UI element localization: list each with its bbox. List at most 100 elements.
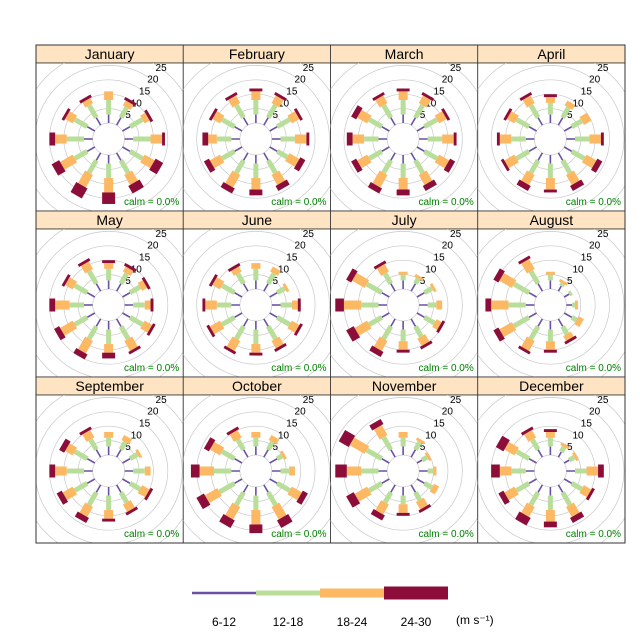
radial-tick-label: 5 <box>567 276 573 287</box>
spoke-240-bin-24-30 <box>493 327 505 342</box>
radial-tick-label: 15 <box>286 87 298 98</box>
spoke-300-bin-24-30 <box>503 108 513 121</box>
spoke-330-bin-12-18 <box>88 438 99 451</box>
spoke-150-bin-12-18 <box>118 491 129 504</box>
spoke-330-bin-18-24 <box>522 95 535 108</box>
spoke-150-bin-24-30 <box>275 179 290 192</box>
spoke-150-bin-6-12 <box>115 318 122 327</box>
spoke-300-bin-24-30 <box>493 268 505 283</box>
spoke-150-bin-6-12 <box>557 318 564 327</box>
radial-tick-label: 5 <box>567 442 573 453</box>
spoke-210-bin-6-12 <box>390 318 396 327</box>
spoke-240-bin-18-24 <box>60 154 78 170</box>
radial-tick-label: 20 <box>589 407 601 418</box>
spoke-120-bin-12-18 <box>128 481 142 492</box>
radial-tick-label: 20 <box>295 241 307 252</box>
radial-tick-label: 25 <box>597 395 609 406</box>
spoke-210-bin-18-24 <box>373 336 388 352</box>
spoke-30-bin-18-24 <box>122 266 134 276</box>
legend-label-24-30: 24-30 <box>401 615 432 629</box>
calm-label: calm = 0.0% <box>566 363 621 374</box>
spoke-60-bin-24-30 <box>141 276 151 290</box>
spoke-300-bin-18-24 <box>212 111 225 124</box>
spoke-330-bin-6-12 <box>537 449 544 458</box>
spoke-210-bin-24-30 <box>73 348 88 360</box>
spoke-30-bin-18-24 <box>414 273 424 281</box>
spoke-150-bin-12-18 <box>266 159 278 175</box>
grid-circle <box>330 231 478 377</box>
grid-circle <box>330 397 478 543</box>
spoke-60-bin-6-12 <box>563 293 570 298</box>
spoke-210-bin-24-30 <box>518 345 531 355</box>
radial-tick-label: 20 <box>147 407 159 418</box>
spoke-210-bin-6-12 <box>537 484 544 493</box>
spoke-150-bin-18-24 <box>271 502 287 520</box>
radial-tick-label: 10 <box>573 98 585 109</box>
spoke-240-bin-6-12 <box>381 146 390 153</box>
radial-tick-label: 10 <box>573 430 585 441</box>
spoke-300-bin-24-30 <box>346 268 358 283</box>
spoke-150-bin-12-18 <box>266 325 278 341</box>
spoke-60-bin-18-24 <box>279 450 287 460</box>
spoke-210-bin-6-12 <box>537 152 544 161</box>
spoke-60-bin-18-24 <box>424 451 432 462</box>
radial-tick-label: 25 <box>156 395 168 406</box>
spoke-150-bin-6-12 <box>115 152 122 161</box>
spoke-210-bin-18-24 <box>521 170 535 186</box>
radial-tick-label: 5 <box>420 276 426 287</box>
spoke-120-bin-18-24 <box>581 154 597 169</box>
spoke-60-bin-12-18 <box>275 453 284 461</box>
spoke-330-bin-18-24 <box>229 429 242 442</box>
spoke-150-bin-24-30 <box>274 343 287 353</box>
spoke-300-bin-12-18 <box>365 281 384 295</box>
radial-tick-label: 25 <box>156 63 168 74</box>
spoke-330-bin-18-24 <box>524 429 537 442</box>
radial-tick-label: 20 <box>589 241 601 252</box>
grid-circle <box>36 231 183 377</box>
spoke-30-bin-18-24 <box>271 95 284 108</box>
spoke-150-bin-24-30 <box>422 179 437 192</box>
spoke-330-bin-18-24 <box>375 95 388 108</box>
spoke-210-bin-12-18 <box>86 491 99 507</box>
spoke-150-bin-12-18 <box>118 325 131 341</box>
spoke-300-bin-6-12 <box>528 125 537 132</box>
spoke-120-bin-6-12 <box>563 146 573 153</box>
spoke-300-bin-6-12 <box>86 125 96 132</box>
spoke-210-bin-18-24 <box>78 336 94 354</box>
spoke-210-bin-18-24 <box>521 336 535 352</box>
panel-title: April <box>537 46 565 62</box>
spoke-330-bin-12-18 <box>530 438 541 451</box>
spoke-60-bin-12-18 <box>128 452 139 461</box>
spoke-240-bin-6-12 <box>234 146 243 153</box>
legend-label-6-12: 6-12 <box>212 615 236 629</box>
spoke-30-bin-24-30 <box>421 91 435 101</box>
radial-tick-label: 20 <box>442 407 454 418</box>
spoke-30-bin-18-24 <box>270 266 281 276</box>
spoke-330-bin-24-30 <box>226 426 240 436</box>
spoke-150-bin-12-18 <box>413 325 424 338</box>
spoke-150-bin-24-30 <box>418 504 432 514</box>
radial-tick-label: 5 <box>125 110 131 121</box>
grid-circle <box>477 397 625 543</box>
spoke-60-bin-6-12 <box>122 457 131 464</box>
calm-label: calm = 0.0% <box>124 197 179 208</box>
radial-tick-label: 15 <box>434 87 446 98</box>
spoke-240-bin-12-18 <box>218 481 236 495</box>
spoke-330-bin-18-24 <box>521 258 535 274</box>
radial-tick-label: 15 <box>581 87 593 98</box>
spoke-240-bin-12-18 <box>220 149 236 161</box>
spoke-300-bin-18-24 <box>65 277 78 290</box>
spoke-330-bin-6-12 <box>95 449 102 458</box>
radial-tick-label: 25 <box>450 63 462 74</box>
spoke-240-bin-24-30 <box>206 324 216 338</box>
spoke-300-bin-18-24 <box>65 111 78 124</box>
